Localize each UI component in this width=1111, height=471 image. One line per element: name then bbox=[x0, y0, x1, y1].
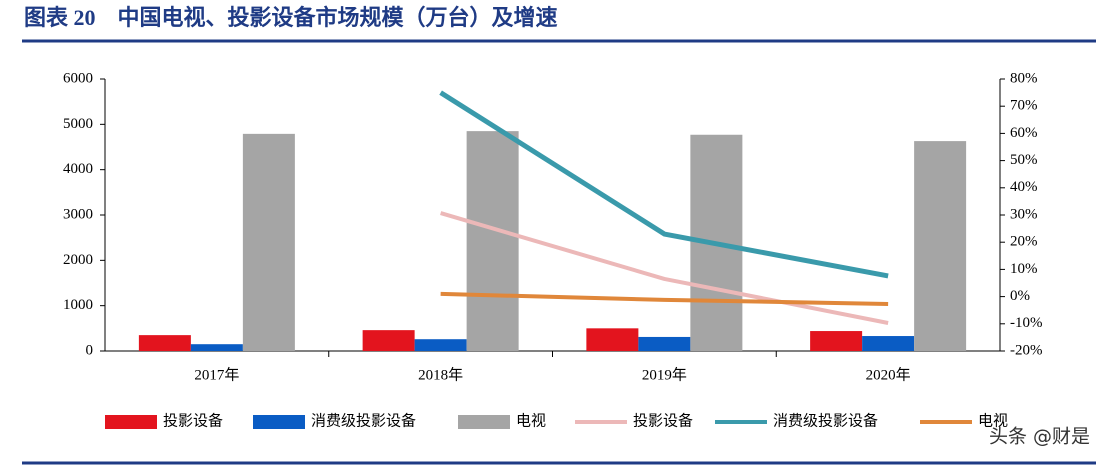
legend-label: 投影设备 bbox=[163, 412, 223, 429]
y2-tick-label: 40% bbox=[1010, 179, 1038, 195]
y2-tick-label: -10% bbox=[1010, 315, 1043, 331]
bar bbox=[586, 328, 639, 351]
bar bbox=[242, 133, 295, 351]
legend-label: 消费级投影设备 bbox=[773, 412, 878, 429]
bar bbox=[466, 131, 519, 351]
y2-tick-label: 50% bbox=[1010, 152, 1038, 168]
y2-tick-label: 80% bbox=[1010, 70, 1038, 86]
legend-label: 消费级投影设备 bbox=[311, 412, 416, 429]
x-tick-label: 2020年 bbox=[866, 366, 911, 383]
line bbox=[440, 211, 889, 325]
bar bbox=[638, 336, 691, 351]
bar bbox=[362, 330, 415, 351]
x-tick-label: 2018年 bbox=[418, 366, 463, 383]
bar bbox=[862, 336, 915, 351]
line bbox=[439, 90, 889, 279]
x-tick-label: 2019年 bbox=[642, 366, 687, 383]
line bbox=[440, 291, 889, 306]
bar bbox=[190, 344, 243, 351]
y2-tick-label: 10% bbox=[1010, 261, 1038, 277]
y-tick-label: 1000 bbox=[63, 297, 93, 313]
y2-tick-label: 0% bbox=[1010, 288, 1030, 304]
watermark: 头条 @财是 bbox=[989, 426, 1090, 448]
bar bbox=[810, 331, 863, 351]
y-tick-label: 5000 bbox=[63, 116, 93, 132]
y2-tick-label: 30% bbox=[1010, 206, 1038, 222]
legend-label: 电视 bbox=[516, 412, 546, 429]
legend-label: 投影设备 bbox=[633, 412, 693, 429]
y-tick-label: 2000 bbox=[63, 252, 93, 268]
x-tick-label: 2017年 bbox=[194, 366, 239, 383]
bar bbox=[914, 141, 967, 351]
y-tick-label: 6000 bbox=[63, 70, 93, 86]
y-tick-label: 4000 bbox=[63, 161, 93, 177]
legend-swatch bbox=[253, 415, 305, 429]
y2-tick-label: 70% bbox=[1010, 98, 1038, 114]
y2-tick-label: 20% bbox=[1010, 234, 1038, 250]
bar bbox=[414, 339, 467, 351]
y2-tick-label: -20% bbox=[1010, 342, 1043, 358]
legend-swatch bbox=[458, 415, 510, 429]
y-tick-label: 0 bbox=[86, 342, 94, 358]
y-tick-label: 3000 bbox=[63, 206, 93, 222]
chart-title: 图表 20 中国电视、投影设备市场规模（万台）及增速 bbox=[24, 5, 558, 30]
y2-tick-label: 60% bbox=[1010, 125, 1038, 141]
legend-swatch bbox=[105, 415, 157, 429]
bar bbox=[138, 335, 191, 351]
legend-label: 电视 bbox=[978, 412, 1008, 429]
